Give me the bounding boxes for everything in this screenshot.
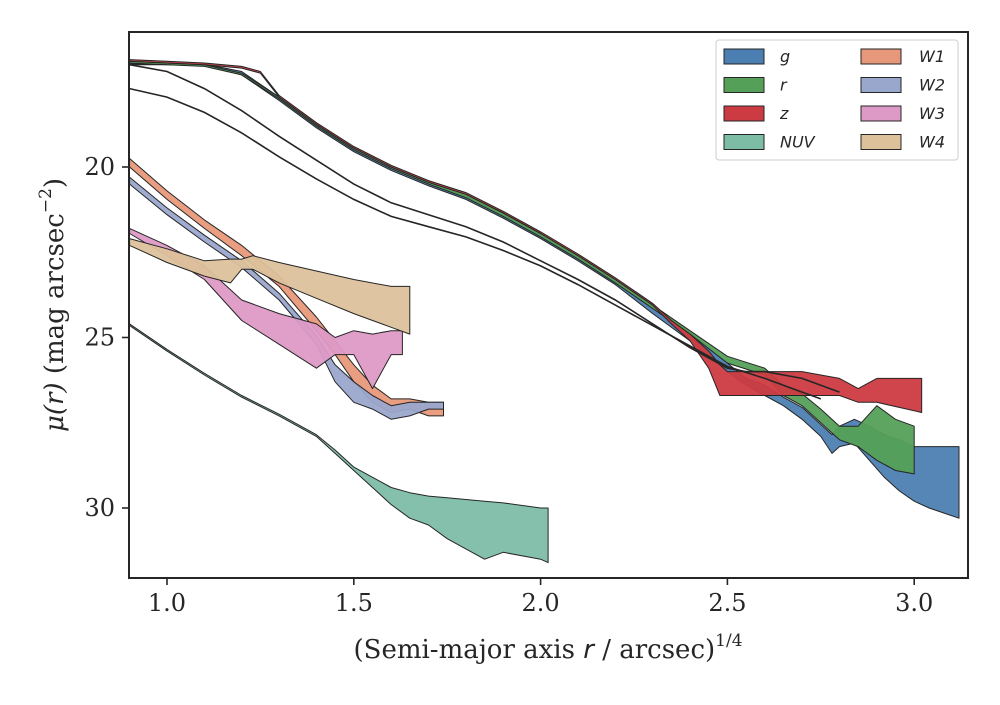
y-tick-label: 30 bbox=[84, 494, 115, 522]
legend-label: g bbox=[780, 47, 790, 66]
band-z bbox=[129, 59, 923, 413]
band-w2 bbox=[129, 176, 444, 420]
legend-swatch bbox=[860, 134, 902, 150]
x-axis-label: (Semi-major axis r / arcsec)1/4 bbox=[353, 631, 742, 665]
x-tick-label: 1.5 bbox=[335, 589, 373, 617]
legend-swatch bbox=[723, 105, 765, 122]
profile-line-2 bbox=[129, 87, 822, 400]
legend-box bbox=[715, 39, 959, 161]
x-tick-label: 2.0 bbox=[522, 589, 560, 617]
x-axis: 1.0 1.5 2.0 2.5 3.0 bbox=[148, 578, 933, 617]
legend-item-g: g bbox=[723, 47, 790, 66]
y-axis-label-r: (r) bbox=[40, 382, 70, 415]
legend-swatch bbox=[723, 77, 765, 93]
legend-item-z: z bbox=[723, 104, 789, 123]
band-nuv bbox=[129, 323, 549, 564]
legend-swatch bbox=[860, 48, 902, 65]
y-axis-label-mu: μ bbox=[40, 415, 70, 432]
legend-item-w2: W2 bbox=[860, 76, 945, 95]
legend: grz NUV W1 W2 W3 W4 bbox=[715, 39, 959, 161]
band-w4 bbox=[129, 238, 411, 335]
legend-item-w1: W1 bbox=[860, 47, 945, 66]
legend-label: W4 bbox=[919, 133, 945, 152]
legend-swatch bbox=[860, 105, 902, 122]
legend-item-w4: W4 bbox=[860, 133, 945, 152]
legend-item-w3: W3 bbox=[860, 104, 945, 123]
x-tick-label: 3.0 bbox=[895, 589, 933, 617]
legend-label: W2 bbox=[919, 76, 945, 95]
legend-label: r bbox=[780, 76, 788, 95]
y-axis-label-close: ) bbox=[40, 178, 70, 188]
legend-swatch bbox=[723, 134, 765, 150]
legend-item-nuv: NUV bbox=[723, 133, 816, 152]
y-axis: 20 25 30 bbox=[84, 153, 129, 522]
series-layer bbox=[129, 59, 960, 564]
legend-swatch bbox=[860, 77, 902, 93]
legend-swatch bbox=[723, 48, 765, 65]
legend-label: W1 bbox=[919, 47, 945, 66]
x-axis-label-exponent: 1/4 bbox=[715, 631, 742, 651]
x-axis-label-unit: / arcsec) bbox=[594, 635, 715, 665]
x-axis-label-var: r bbox=[583, 635, 596, 665]
y-axis-label: μ(r) (mag arcsec−2) bbox=[36, 178, 70, 432]
legend-item-r: r bbox=[723, 76, 788, 95]
x-tick-label: 2.5 bbox=[708, 589, 746, 617]
x-tick-label: 1.0 bbox=[148, 589, 186, 617]
y-tick-label: 20 bbox=[84, 153, 115, 181]
y-axis-label-unit: (mag arcsec bbox=[40, 213, 70, 382]
legend-label: NUV bbox=[780, 133, 816, 152]
x-axis-label-main: (Semi-major axis bbox=[353, 635, 583, 665]
y-axis-label-exponent: −2 bbox=[36, 188, 56, 213]
y-tick-label: 25 bbox=[84, 324, 115, 352]
plot-frame bbox=[128, 31, 969, 579]
legend-label: W3 bbox=[919, 104, 945, 123]
legend-label: z bbox=[779, 104, 789, 123]
